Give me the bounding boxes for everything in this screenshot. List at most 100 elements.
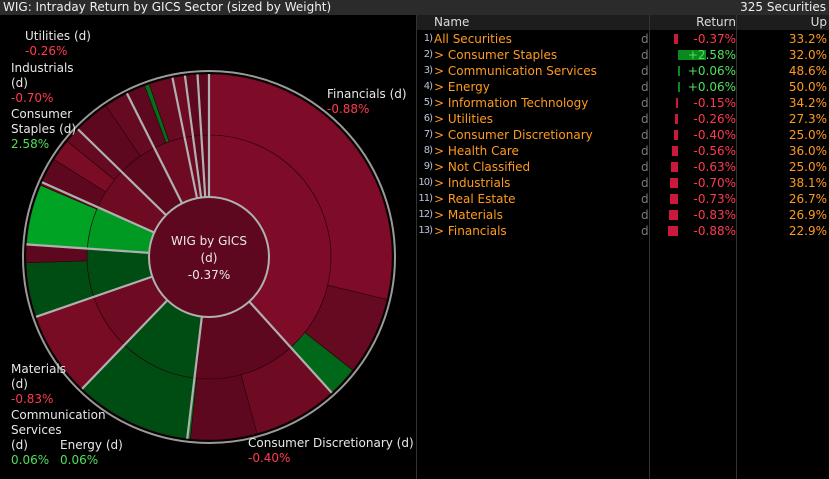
table-row[interactable]: 8) > Health Care d -0.56% 36.0% xyxy=(417,143,829,159)
return-bar xyxy=(670,178,678,188)
drill-flag[interactable]: d xyxy=(641,224,649,238)
table-row[interactable]: 9) > Not Classified d -0.63% 25.0% xyxy=(417,159,829,175)
drill-flag[interactable]: d xyxy=(641,80,649,94)
sector-divider xyxy=(183,75,203,198)
drill-flag[interactable]: d xyxy=(641,64,649,78)
sector-divider xyxy=(171,77,199,199)
row-number: 6) xyxy=(423,113,433,124)
label-consumer-staples[interactable]: Consumer Staples (d) 2.58% xyxy=(11,107,77,151)
sector-name[interactable]: > Not Classified xyxy=(434,160,531,174)
return-bar xyxy=(678,66,680,76)
up-percent: 26.7% xyxy=(788,192,827,206)
sector-name[interactable]: > Materials xyxy=(434,208,503,222)
drill-flag[interactable]: d xyxy=(641,176,649,190)
label-materials[interactable]: Materials (d) -0.83% xyxy=(11,362,67,406)
table-header: Name Return Up xyxy=(417,15,829,30)
up-percent: 26.9% xyxy=(788,208,827,222)
drill-flag[interactable]: d xyxy=(641,192,649,206)
table-row[interactable]: 3) > Communication Services d +0.06% 48.… xyxy=(417,63,829,79)
return-bar xyxy=(669,194,678,204)
return-bar xyxy=(673,130,678,140)
up-percent: 33.2% xyxy=(788,32,827,46)
sector-name[interactable]: > Utilities xyxy=(434,112,494,126)
drill-flag[interactable]: d xyxy=(641,208,649,222)
row-number: 10) xyxy=(418,177,433,188)
return-bar xyxy=(671,162,678,172)
label-utilities[interactable]: Utilities (d) -0.26% xyxy=(25,29,91,58)
drill-flag[interactable]: d xyxy=(641,32,649,46)
sector-divider xyxy=(248,300,333,394)
table-row[interactable]: 12) > Materials d -0.83% 26.9% xyxy=(417,207,829,223)
up-percent: 50.0% xyxy=(788,80,827,94)
col-name[interactable]: Name xyxy=(434,15,470,29)
up-percent: 36.0% xyxy=(788,144,827,158)
sector-name[interactable]: > Consumer Discretionary xyxy=(434,128,593,142)
up-percent: 48.6% xyxy=(788,64,827,78)
row-number: 2) xyxy=(423,49,433,60)
row-number: 3) xyxy=(423,65,433,76)
table-row[interactable]: 6) > Utilities d -0.26% 27.3% xyxy=(417,111,829,127)
sector-name[interactable]: > Industrials xyxy=(434,176,511,190)
sector-name[interactable]: > Real Estate xyxy=(434,192,516,206)
center-label[interactable]: WIG by GICS (d) -0.37% xyxy=(171,234,247,282)
col-up[interactable]: Up xyxy=(810,15,827,29)
return-bar xyxy=(676,98,678,108)
table-row[interactable]: 10) > Industrials d -0.70% 38.1% xyxy=(417,175,829,191)
sunburst-chart xyxy=(22,70,396,444)
label-industrials[interactable]: Industrials (d) -0.70% xyxy=(11,61,74,105)
row-number: 8) xyxy=(423,145,433,156)
table-row[interactable]: 11) > Real Estate d -0.73% 26.7% xyxy=(417,191,829,207)
table-row[interactable]: 4) > Energy d +0.06% 50.0% xyxy=(417,79,829,95)
up-percent: 25.0% xyxy=(788,128,827,142)
sub-industry-financials[interactable] xyxy=(208,73,393,300)
return-value: -0.63% xyxy=(693,160,736,174)
label-communication-services[interactable]: Communication Services (d) 0.06% xyxy=(11,408,106,467)
row-number: 1) xyxy=(423,33,433,44)
sector-name[interactable]: > Communication Services xyxy=(434,64,597,78)
drill-flag[interactable]: d xyxy=(641,96,649,110)
sector-name[interactable]: All Securities xyxy=(434,32,512,46)
table-row[interactable]: 13) > Financials d -0.88% 22.9% xyxy=(417,223,829,239)
return-value: -0.15% xyxy=(693,96,736,110)
return-value: +0.06% xyxy=(687,80,736,94)
drill-flag[interactable]: d xyxy=(641,160,649,174)
row-number: 12) xyxy=(418,209,433,220)
sector-name[interactable]: > Financials xyxy=(434,224,507,238)
row-number: 11) xyxy=(418,193,433,204)
row-number: 4) xyxy=(423,81,433,92)
sector-name[interactable]: > Information Technology xyxy=(434,96,589,110)
sector-name[interactable]: > Energy xyxy=(434,80,490,94)
label-energy[interactable]: Energy (d) 0.06% xyxy=(60,438,123,467)
sector-name[interactable]: > Consumer Staples xyxy=(434,48,558,62)
window-title: WIG: Intraday Return by GICS Sector (siz… xyxy=(3,0,332,14)
label-financials[interactable]: Financials (d) -0.88% xyxy=(327,87,407,116)
row-number: 5) xyxy=(423,97,433,108)
row-number: 13) xyxy=(418,225,433,236)
return-value: -0.73% xyxy=(693,192,736,206)
center-circle[interactable] xyxy=(148,196,270,318)
return-value: -0.70% xyxy=(693,176,736,190)
label-consumer-discretionary[interactable]: Consumer Discretionary (d) -0.40% xyxy=(248,436,414,465)
up-percent: 32.0% xyxy=(788,48,827,62)
return-value: -0.83% xyxy=(693,208,736,222)
table-row[interactable]: 5) > Information Technology d -0.15% 34.… xyxy=(417,95,829,111)
row-number: 7) xyxy=(423,129,433,140)
return-bar xyxy=(678,50,707,60)
drill-flag[interactable]: d xyxy=(641,128,649,142)
drill-flag[interactable]: d xyxy=(641,144,649,158)
return-value: -0.88% xyxy=(693,224,736,238)
table-row[interactable]: 7) > Consumer Discretionary d -0.40% 25.… xyxy=(417,127,829,143)
return-bar xyxy=(673,34,678,44)
table-row[interactable]: 2) > Consumer Staples d +2.58% 32.0% xyxy=(417,47,829,63)
return-bar xyxy=(668,210,678,220)
return-bar xyxy=(671,146,678,156)
securities-count: 325 Securities xyxy=(740,0,826,14)
table-row[interactable]: 1) All Securities d -0.37% 33.2% xyxy=(417,31,829,47)
sector-divider xyxy=(77,128,167,216)
sector-name[interactable]: > Health Care xyxy=(434,144,519,158)
drill-flag[interactable]: d xyxy=(641,48,649,62)
drill-flag[interactable]: d xyxy=(641,112,649,126)
col-return[interactable]: Return xyxy=(696,15,736,29)
sector-divider xyxy=(196,74,207,198)
sector-divider xyxy=(81,299,169,390)
